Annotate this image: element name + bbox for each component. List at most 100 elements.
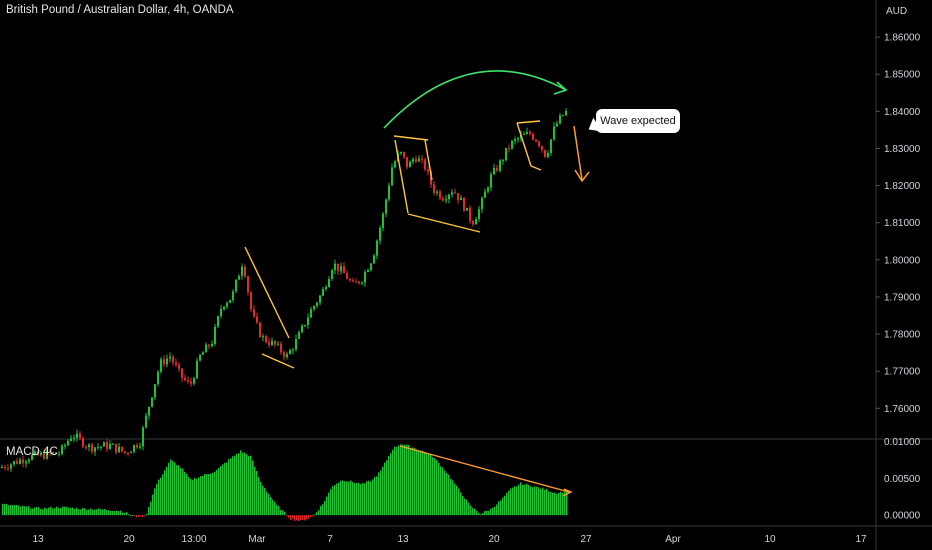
candle-body — [199, 354, 201, 361]
macd-bar — [120, 510, 122, 516]
candle-body — [316, 302, 318, 306]
macd-bar — [454, 483, 456, 516]
macd-bar — [238, 453, 240, 516]
macd-bar — [142, 515, 144, 518]
macd-bar — [548, 491, 550, 516]
macd-bar — [468, 502, 470, 516]
candle-body — [172, 356, 174, 363]
macd-bar — [390, 453, 392, 516]
macd-bar — [160, 477, 162, 516]
macd-bar — [462, 495, 464, 516]
candle-body — [112, 443, 114, 445]
macd-bar — [474, 508, 476, 516]
macd-bar — [404, 444, 406, 516]
macd-bar — [566, 492, 568, 516]
candle-body — [157, 371, 159, 385]
macd-bar — [412, 447, 414, 516]
y-tick-label: 1.83000 — [884, 144, 921, 155]
macd-bar — [66, 506, 68, 516]
candle-body — [457, 193, 459, 201]
candle-body — [196, 360, 198, 379]
macd-bar — [372, 479, 374, 516]
candle-body — [7, 468, 9, 470]
macd-bar — [438, 462, 440, 516]
candle-body — [208, 344, 210, 347]
wedge-lower-line — [261, 353, 295, 369]
candle-body — [169, 356, 171, 359]
macd-bar — [344, 481, 346, 516]
macd-bar — [328, 492, 330, 516]
macd-bar — [86, 509, 88, 516]
macd-bar — [364, 483, 366, 516]
macd-bar — [272, 499, 274, 516]
macd-axis[interactable]: 0.01000 0.00500 0.00000 — [884, 437, 921, 522]
candle-body — [412, 159, 414, 162]
candle-body — [376, 240, 378, 256]
candle-body — [496, 167, 498, 171]
macd-bar — [330, 489, 332, 516]
macd-bar — [350, 480, 352, 516]
macd-bar — [326, 496, 328, 516]
macd-bar — [308, 515, 310, 519]
candle-body — [352, 280, 354, 282]
candle-body — [226, 302, 228, 307]
macd-bar — [280, 510, 282, 516]
macd-bar — [226, 462, 228, 516]
time-axis[interactable]: 13 20 13:00 Mar 7 13 20 27 Apr 10 17 — [32, 534, 867, 545]
candle-body — [22, 459, 24, 464]
macd-bar — [382, 466, 384, 516]
macd-bar — [46, 508, 48, 516]
candle-body — [325, 287, 327, 290]
macd-bar — [80, 509, 82, 516]
green-curved-arrow — [383, 70, 567, 129]
macd-bar — [356, 482, 358, 516]
macd-bar — [16, 504, 18, 516]
candle-body — [505, 148, 507, 161]
macd-bar — [400, 444, 402, 516]
macd-bar — [174, 462, 176, 516]
macd-bar — [68, 507, 70, 516]
macd-bar — [480, 514, 482, 516]
flag-bottom-line — [407, 213, 481, 233]
macd-bar — [472, 508, 474, 516]
candle-body — [523, 134, 525, 136]
macd-bar — [320, 506, 322, 516]
macd-bar — [2, 503, 4, 516]
candle-body — [106, 442, 108, 449]
macd-bar — [302, 515, 304, 520]
macd-bar — [234, 455, 236, 516]
macd-tick-label: 0.00500 — [884, 474, 921, 485]
macd-bar — [516, 486, 518, 516]
candle-body — [526, 132, 528, 135]
wave-expected-callout[interactable]: Wave expected — [596, 109, 680, 133]
macd-bar — [10, 504, 12, 516]
macd-bar — [220, 466, 222, 516]
candle-body — [367, 270, 369, 273]
candle-body — [463, 197, 465, 211]
macd-bar — [162, 474, 164, 516]
macd-bar — [122, 512, 124, 516]
candle-body — [364, 272, 366, 283]
y-tick-label: 1.81000 — [884, 218, 921, 229]
macd-bar — [22, 505, 24, 516]
price-axis[interactable]: AUD 1.86000 1.85000 1.84000 1.83000 1.82000 1.… — [876, 6, 921, 415]
candle-body — [421, 158, 423, 160]
macd-bar — [384, 462, 386, 516]
macd-bar — [418, 450, 420, 516]
macd-bar — [158, 479, 160, 516]
x-tick-label: 20 — [123, 534, 135, 545]
macd-bar — [102, 509, 104, 516]
candle-body — [475, 219, 477, 225]
candle-body — [31, 454, 33, 460]
candle-body — [67, 440, 69, 446]
macd-bar — [26, 506, 28, 516]
macd-bar — [268, 493, 270, 516]
candle-body — [142, 427, 144, 447]
candle-body — [487, 187, 489, 192]
candle-body — [385, 199, 387, 214]
candle-body — [322, 289, 324, 296]
candle-body — [262, 336, 264, 338]
macd-bar — [340, 480, 342, 516]
candle-body — [82, 437, 84, 447]
